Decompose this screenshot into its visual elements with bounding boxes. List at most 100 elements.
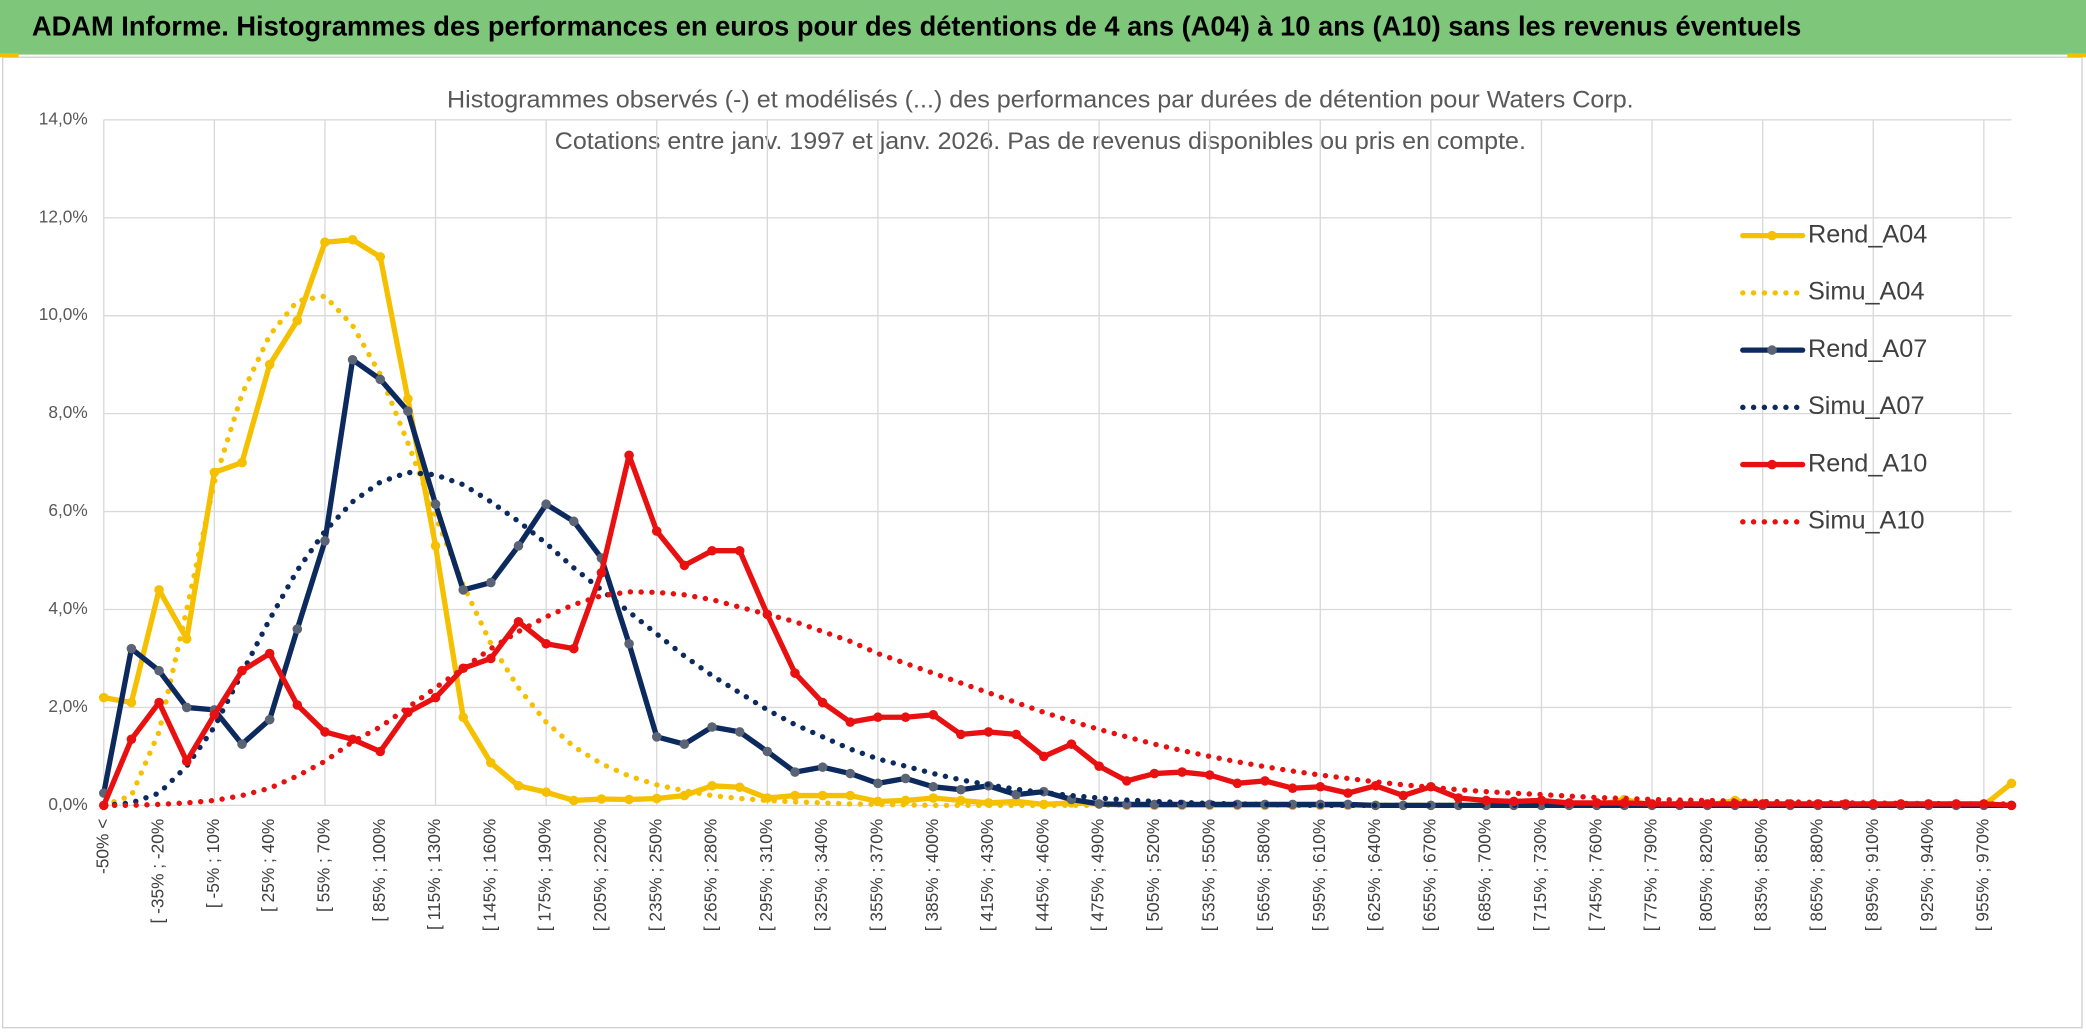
data-point — [1453, 793, 1464, 803]
model-line — [101, 469, 2015, 809]
data-point — [237, 457, 247, 468]
data-point — [1398, 800, 1409, 811]
data-point — [707, 722, 717, 732]
data-point — [651, 793, 662, 804]
x-tick-label: [ 595% ; 610% — [1309, 819, 1329, 932]
data-point — [1564, 798, 1574, 808]
data-point — [154, 665, 164, 676]
data-point — [292, 700, 303, 710]
data-point — [734, 545, 745, 556]
data-point — [1039, 751, 1049, 762]
x-tick-label: [ 505% ; 520% — [1143, 819, 1163, 932]
data-point — [1011, 729, 1021, 740]
data-point — [1011, 796, 1021, 807]
data-point — [1232, 778, 1243, 789]
chart-subtitle: Cotations entre janv. 1997 et janv. 2026… — [555, 128, 1526, 155]
data-point — [458, 712, 468, 723]
x-tick-label: [ 115% ; 130% — [424, 819, 444, 930]
data-point — [98, 692, 109, 703]
legend-label: Rend_A04 — [1808, 220, 1927, 248]
x-tick-label: [ -35% ; -20% — [148, 819, 168, 924]
data-point — [375, 252, 386, 262]
x-tick-label: [ 355% ; 370% — [866, 819, 886, 932]
data-point — [541, 499, 551, 510]
data-point — [320, 237, 330, 248]
data-point — [292, 315, 303, 326]
data-point — [458, 585, 468, 595]
data-point — [1094, 799, 1104, 809]
data-point — [1509, 796, 1519, 807]
x-tick-label: [ 25% ; 40% — [258, 819, 278, 912]
banner-title: ADAM Informe. Histogrammes des performan… — [32, 10, 1801, 41]
chart-frame — [1, 56, 2083, 1029]
x-tick-label: [ 85% ; 100% — [369, 819, 389, 922]
data-point — [347, 234, 358, 245]
data-point — [375, 746, 386, 757]
x-tick-label: [ 925% ; 940% — [1917, 819, 1937, 932]
data-point — [486, 653, 496, 664]
data-point — [430, 499, 441, 510]
data-point — [900, 773, 911, 784]
data-point — [181, 756, 192, 767]
data-point — [928, 781, 939, 792]
legend-label: Simu_A07 — [1808, 392, 1925, 420]
data-point — [873, 712, 883, 723]
data-point — [928, 793, 939, 803]
data-point — [1011, 789, 1021, 800]
data-point — [154, 585, 164, 595]
data-point — [956, 729, 966, 740]
data-point — [568, 795, 579, 806]
legend-label: Rend_A10 — [1808, 449, 1927, 477]
x-tick-label: [ 475% ; 490% — [1088, 819, 1108, 932]
data-point — [956, 784, 966, 795]
legend-marker — [1767, 459, 1777, 470]
data-point — [707, 780, 717, 791]
data-point — [817, 762, 828, 772]
data-point — [817, 790, 828, 801]
data-point — [1398, 790, 1409, 801]
data-point — [181, 702, 192, 713]
data-point — [403, 406, 413, 416]
x-tick-label: -50% < — [92, 819, 112, 874]
data-point — [845, 768, 856, 779]
data-point — [237, 665, 247, 676]
data-point — [873, 778, 883, 789]
x-tick-label: [ 535% ; 550% — [1198, 819, 1218, 932]
data-point — [126, 734, 137, 745]
data-point — [900, 712, 911, 723]
x-tick-label: [ 265% ; 280% — [701, 819, 721, 932]
data-point — [181, 634, 192, 644]
y-tick-label: 12,0% — [39, 206, 88, 226]
x-tick-label: [ 445% ; 460% — [1032, 819, 1052, 932]
data-point — [1121, 776, 1132, 786]
data-point — [1343, 788, 1353, 798]
data-point — [486, 577, 496, 588]
corner-mark — [0, 53, 19, 58]
data-point — [790, 767, 800, 777]
data-point — [1287, 783, 1298, 794]
data-point — [430, 692, 441, 703]
x-tick-label: [ 145% ; 160% — [479, 819, 499, 932]
data-point — [1204, 770, 1215, 780]
x-tick-label: [ 385% ; 400% — [922, 819, 942, 932]
data-point — [624, 450, 634, 461]
data-point — [707, 545, 717, 556]
legend-label: Rend_A07 — [1808, 335, 1927, 363]
data-point — [734, 782, 745, 793]
data-point — [154, 697, 164, 708]
data-point — [928, 709, 939, 720]
data-point — [1591, 798, 1602, 808]
data-point — [126, 643, 137, 654]
banner — [0, 0, 2086, 55]
data-point — [2006, 800, 2017, 811]
data-point — [1481, 795, 1491, 806]
data-point — [983, 727, 994, 737]
legend-label: Simu_A10 — [1808, 506, 1925, 534]
x-tick-label: [ 415% ; 430% — [977, 819, 997, 932]
data-point — [596, 794, 607, 804]
x-tick-label: [ 685% ; 700% — [1475, 819, 1495, 932]
model-line — [101, 589, 2015, 809]
data-point — [375, 374, 386, 385]
data-point — [513, 541, 524, 551]
